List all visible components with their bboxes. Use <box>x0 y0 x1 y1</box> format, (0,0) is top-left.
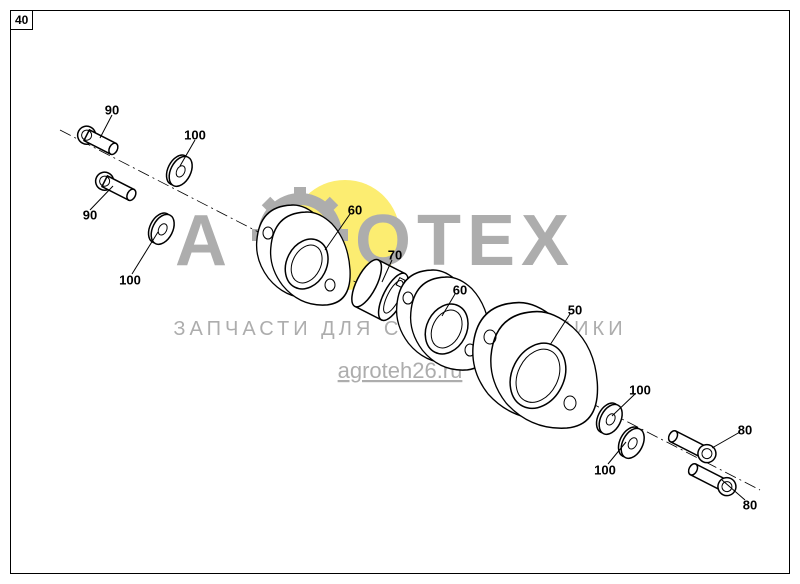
callout-60-a: 60 <box>348 203 362 218</box>
part-bolt-90-b <box>93 169 139 205</box>
callout-70: 70 <box>388 248 402 263</box>
part-bolt-80-a <box>665 427 719 466</box>
callout-60-b: 60 <box>453 283 467 298</box>
callout-50: 50 <box>568 303 582 318</box>
part-washer-100-d <box>614 423 649 462</box>
callout-100-d: 100 <box>594 463 616 478</box>
watermark-left-letter: А <box>175 201 233 281</box>
diagram-canvas: 40 А <box>0 0 800 584</box>
callout-100-b: 100 <box>119 273 141 288</box>
part-washer-100-a <box>162 151 197 190</box>
part-washer-100-c <box>592 399 627 438</box>
drawing-svg: А ОТЕХ ЗАПЧАСТИ ДЛЯ СЕЛЬХОЗТЕХНИКИ ag <box>0 0 800 584</box>
callout-100-c: 100 <box>629 383 651 398</box>
part-bolt-90-a <box>75 123 121 159</box>
part-washer-100-b <box>144 209 179 248</box>
callout-90-b: 90 <box>83 208 97 223</box>
callout-80-b: 80 <box>743 498 757 513</box>
callout-100-a: 100 <box>184 128 206 143</box>
callout-90-a: 90 <box>105 103 119 118</box>
callout-80-a: 80 <box>738 423 752 438</box>
